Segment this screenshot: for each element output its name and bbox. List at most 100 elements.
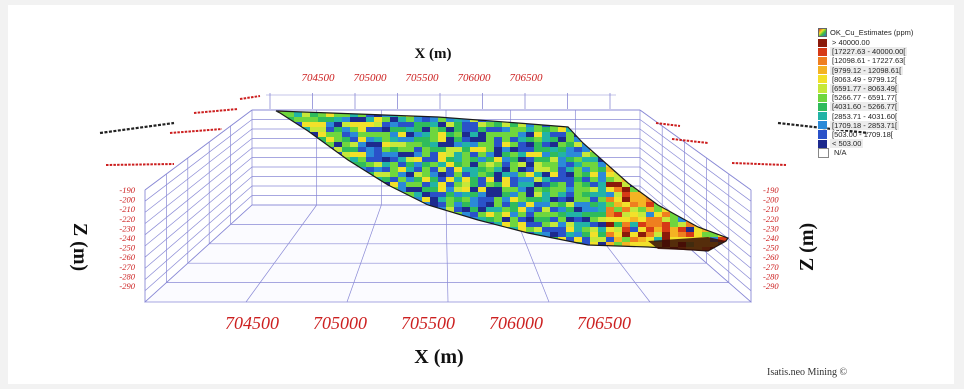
model-block — [358, 147, 367, 153]
model-block — [526, 197, 535, 203]
model-block — [686, 232, 695, 238]
model-block — [710, 111, 719, 113]
grid-line — [639, 128, 752, 213]
model-block — [302, 122, 311, 128]
model-block — [502, 202, 511, 208]
block-model-3d-view[interactable]: X (m) X (m) Z (m) Z (m) 704500 705000 7055… — [8, 5, 954, 384]
model-block — [574, 182, 583, 188]
model-block — [614, 222, 623, 228]
x-tick-label-bottom: 706000 — [489, 313, 543, 333]
model-block — [622, 227, 631, 233]
legend-swatch — [818, 93, 827, 102]
model-block — [670, 167, 679, 173]
model-block — [430, 152, 439, 158]
z-tick-label-left: -230 — [119, 223, 135, 233]
model-block — [686, 127, 695, 133]
model-block — [310, 122, 319, 128]
legend-swatch — [818, 112, 827, 121]
model-block — [462, 167, 471, 173]
model-block — [718, 117, 727, 123]
model-block — [414, 117, 423, 123]
model-block — [646, 127, 655, 133]
model-block — [398, 162, 407, 168]
model-block — [286, 192, 295, 198]
model-block — [542, 142, 551, 148]
x-tick-label-bottom: 704500 — [225, 313, 279, 333]
model-block — [678, 227, 687, 233]
model-block — [502, 127, 511, 133]
box-edge — [144, 109, 253, 191]
model-block — [534, 167, 543, 173]
model-block — [614, 232, 623, 238]
grid-line — [144, 195, 253, 292]
model-block — [278, 177, 287, 183]
model-block — [590, 207, 599, 213]
model-block — [694, 227, 703, 233]
model-block — [406, 157, 415, 163]
model-block — [294, 132, 303, 138]
grid-line — [144, 138, 253, 224]
model-block — [590, 127, 599, 133]
model-block — [622, 197, 631, 203]
model-block — [550, 162, 559, 168]
model-block — [686, 167, 695, 173]
model-block — [550, 227, 559, 233]
model-block — [574, 177, 583, 183]
model-block — [606, 212, 615, 218]
model-block — [318, 117, 327, 123]
model-block — [294, 112, 303, 118]
model-block — [406, 162, 415, 168]
model-block — [518, 192, 527, 198]
legend-swatch — [818, 130, 827, 139]
model-block — [694, 167, 703, 173]
model-block — [390, 182, 399, 188]
model-block — [334, 127, 343, 133]
model-block — [558, 127, 567, 133]
model-block — [550, 217, 559, 223]
model-block — [710, 177, 719, 183]
model-block — [534, 187, 543, 193]
model-block — [366, 167, 375, 173]
model-block — [518, 172, 527, 178]
model-block — [526, 132, 535, 138]
model-block — [590, 202, 599, 208]
model-block — [422, 192, 431, 198]
model-block — [558, 157, 567, 163]
model-block — [406, 117, 415, 123]
model-block — [574, 237, 583, 243]
model-block — [302, 137, 311, 143]
model-block — [470, 137, 479, 143]
model-block — [446, 182, 455, 188]
model-block — [470, 202, 479, 208]
model-block — [454, 192, 463, 198]
model-block — [534, 147, 543, 153]
model-block — [276, 112, 279, 118]
model-block — [366, 117, 375, 123]
model-block — [294, 182, 303, 188]
model-block — [486, 167, 495, 173]
model-block — [510, 207, 519, 213]
model-block — [406, 142, 415, 148]
model-block — [582, 157, 591, 163]
model-block — [678, 112, 687, 118]
model-block — [662, 237, 671, 243]
model-block — [518, 177, 527, 183]
model-block — [558, 187, 567, 193]
legend-swatch — [818, 139, 827, 148]
axis-labels: X (m) X (m) Z (m) Z (m) 704500 705000 7055… — [69, 46, 869, 368]
model-block — [318, 152, 327, 158]
model-block — [574, 167, 583, 173]
model-block — [478, 207, 487, 213]
model-block — [518, 197, 527, 203]
model-block — [406, 122, 415, 128]
model-block — [590, 167, 599, 173]
model-block — [446, 172, 455, 178]
model-block — [414, 157, 423, 163]
model-block — [390, 197, 399, 203]
model-block — [454, 187, 463, 193]
y-tick-label-left-skewed — [169, 128, 223, 134]
model-block — [590, 162, 599, 168]
model-block — [310, 112, 319, 118]
model-block — [276, 127, 279, 133]
model-block — [286, 127, 295, 133]
